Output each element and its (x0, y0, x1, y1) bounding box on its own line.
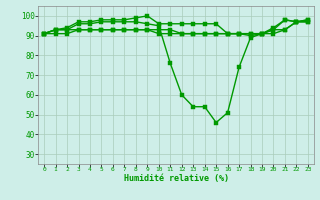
X-axis label: Humidité relative (%): Humidité relative (%) (124, 174, 228, 183)
